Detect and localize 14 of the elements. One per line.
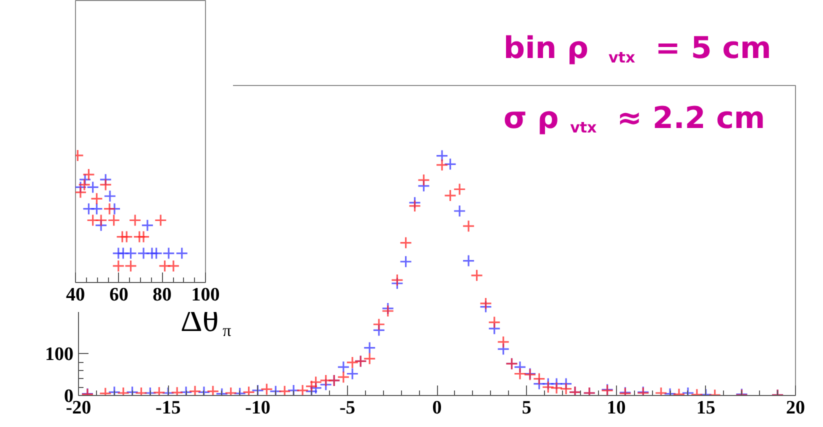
x-tick-label: 10 xyxy=(606,398,626,418)
text: bin ρ vtx = 5 cm xyxy=(504,31,772,66)
x-tick-label: 20 xyxy=(786,398,805,418)
x-tick-label: 100 xyxy=(191,284,220,306)
x-tick-label: 80 xyxy=(152,284,172,306)
x-tick-label: -5 xyxy=(339,398,356,418)
x-tick-label: 5 xyxy=(522,398,532,418)
x-tick-label: 0 xyxy=(432,398,442,418)
x-tick-label: -10 xyxy=(245,398,270,418)
text: σ ρ vtx ≈ 2.2 cm xyxy=(504,101,766,136)
x-tick-label: 15 xyxy=(696,398,716,418)
x-tick-label: 60 xyxy=(109,284,128,306)
x-tick-label: 40 xyxy=(66,284,85,306)
x-tick-label: -15 xyxy=(155,398,181,418)
